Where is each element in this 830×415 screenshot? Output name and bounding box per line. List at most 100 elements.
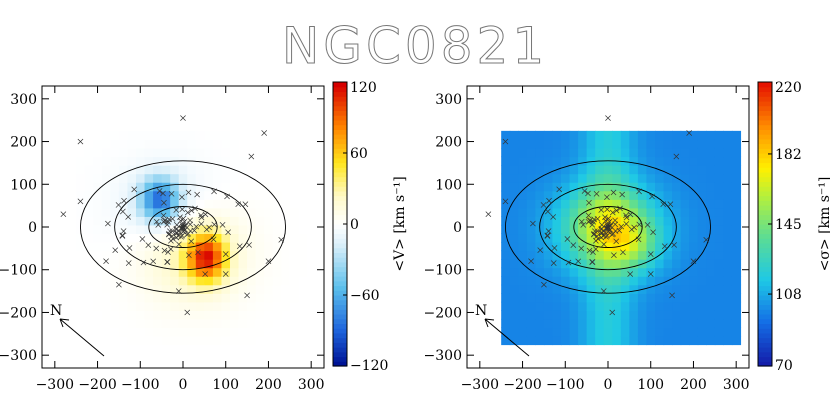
heatmap-cell <box>76 327 86 337</box>
heatmap-cell <box>578 130 588 141</box>
heatmap-cell <box>144 276 154 286</box>
heatmap-cell <box>535 267 545 277</box>
heatmap-cell <box>247 165 257 175</box>
heatmap-cell <box>586 293 596 303</box>
heatmap-cell <box>281 156 291 166</box>
heatmap-cell <box>672 207 682 217</box>
heatmap-cell <box>247 284 257 294</box>
heatmap-cell <box>620 173 630 183</box>
heatmap-cell <box>272 156 282 166</box>
heatmap-cell <box>101 318 111 329</box>
heatmap-cell <box>238 190 248 200</box>
colorbar-segment <box>758 176 772 182</box>
heatmap-cell <box>655 199 665 209</box>
colorbar-segment <box>333 110 347 116</box>
heatmap-cell <box>110 182 120 192</box>
x-tick-label: 0 <box>604 377 613 393</box>
heatmap-cell <box>663 301 673 311</box>
heatmap-cell <box>689 310 699 320</box>
heatmap-cell <box>595 293 605 303</box>
heatmap-cell <box>289 301 299 311</box>
heatmap-cell <box>195 241 205 252</box>
data-point <box>605 215 612 222</box>
heatmap-cell <box>170 130 180 141</box>
data-point <box>502 138 509 145</box>
colorbar-segment <box>333 309 347 315</box>
heatmap-cell <box>646 301 656 311</box>
heatmap-cell <box>637 276 648 286</box>
heatmap-cell <box>706 267 716 277</box>
heatmap-cell <box>306 130 317 141</box>
heatmap-cell <box>281 190 291 200</box>
heatmap-cell <box>552 199 562 209</box>
heatmap-cell <box>281 301 291 311</box>
heatmap-cell <box>272 190 282 200</box>
heatmap-cell <box>586 173 596 183</box>
heatmap-cell <box>663 147 673 158</box>
heatmap-cell <box>714 130 724 141</box>
heatmap-cell <box>272 301 282 311</box>
heatmap-cell <box>501 241 511 252</box>
heatmap-cell <box>637 250 648 260</box>
data-point <box>179 206 186 213</box>
heatmap-cell <box>552 156 562 166</box>
colorbar-segment <box>333 299 347 306</box>
heatmap-cell <box>543 139 554 149</box>
heatmap-cell <box>306 147 317 158</box>
heatmap-cell <box>578 293 588 303</box>
heatmap-cell <box>144 327 154 337</box>
heatmap-cell <box>170 224 180 235</box>
heatmap-cell <box>561 139 571 149</box>
colorbar-segment <box>333 280 347 287</box>
heatmap-cell <box>543 318 554 329</box>
heatmap-cell <box>723 259 733 269</box>
heatmap-cell <box>663 207 673 217</box>
heatmap-cell <box>230 182 240 192</box>
data-point <box>193 223 200 230</box>
heatmap-cell <box>93 224 103 235</box>
heatmap-cell <box>543 310 554 320</box>
heatmap-cell <box>272 310 282 320</box>
heatmap-cell <box>629 284 639 294</box>
colorbar-segment <box>333 195 347 201</box>
colorbar-segment <box>333 86 347 93</box>
heatmap-cell <box>93 130 103 141</box>
heatmap-cell <box>501 182 511 192</box>
colorbar-segment <box>758 195 772 201</box>
heatmap-cell <box>706 139 716 149</box>
heatmap-cell <box>578 318 588 329</box>
heatmap-cell <box>689 301 699 311</box>
data-point <box>115 202 122 208</box>
heatmap-cell <box>569 327 579 337</box>
data-point <box>586 247 593 254</box>
heatmap-cell <box>680 241 690 252</box>
heatmap-cell <box>714 267 724 277</box>
heatmap-cell <box>212 301 223 311</box>
heatmap-cell <box>663 173 673 183</box>
heatmap-cell <box>230 301 240 311</box>
heatmap-cell <box>221 259 231 269</box>
heatmap-cell <box>518 318 528 329</box>
heatmap-cell <box>281 276 291 286</box>
heatmap-cell <box>612 250 622 260</box>
heatmap-cell <box>561 199 571 209</box>
heatmap-cell <box>289 276 299 286</box>
heatmap-cell <box>76 233 86 243</box>
colorbar-segment <box>758 361 772 367</box>
heatmap-cell <box>518 182 528 192</box>
colorbar-segment <box>758 351 772 358</box>
heatmap-cell <box>714 241 724 252</box>
heatmap-cell <box>689 173 699 183</box>
colorbar-segment <box>758 228 772 235</box>
heatmap-cell <box>281 259 291 269</box>
heatmap-cell <box>153 224 163 235</box>
data-point <box>649 193 655 200</box>
heatmap-cell <box>629 173 639 183</box>
heatmap-cell <box>93 327 103 337</box>
heatmap-cell <box>187 190 197 200</box>
heatmap-cell <box>586 250 596 260</box>
heatmap-cell <box>136 156 146 166</box>
heatmap-cell <box>153 310 163 320</box>
colorbar-segment <box>333 228 347 235</box>
heatmap-cell <box>264 130 274 141</box>
